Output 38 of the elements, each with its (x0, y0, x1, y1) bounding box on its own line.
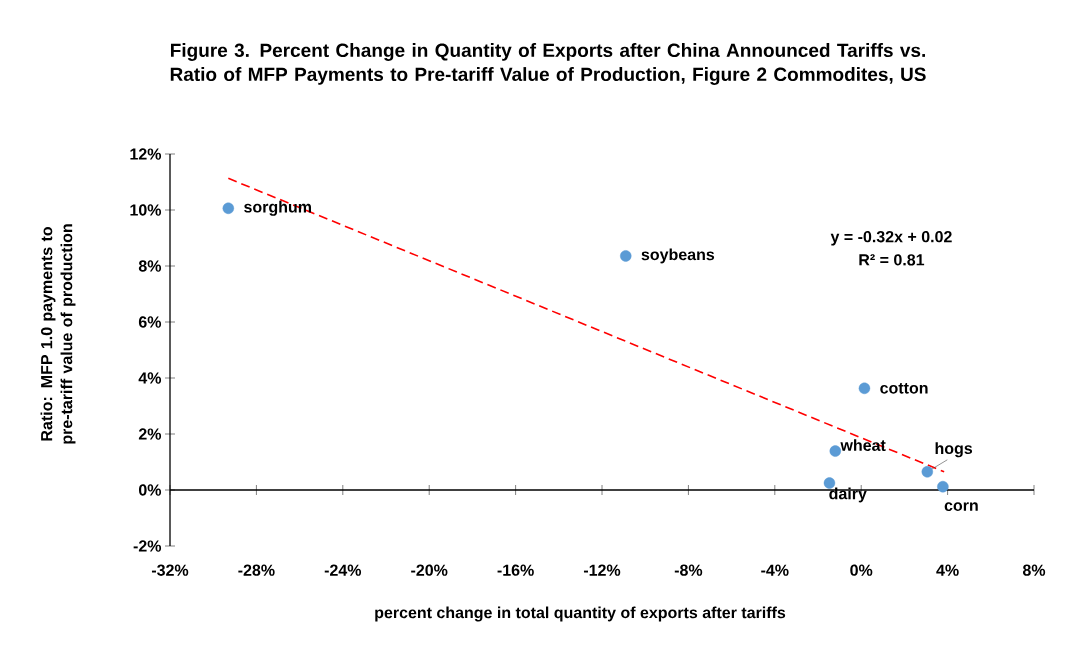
point (823, 477, 836, 489)
x-tick-label: -4% (761, 564, 789, 576)
y-tick-label: 6% (138, 316, 162, 328)
x-tick-label: -16% (497, 564, 534, 576)
annotation: soybeans (641, 248, 715, 264)
annotation: corn (944, 502, 978, 512)
y-axis-title: Ratio: MFP 1.0 payments to pre-tariff value of production (40, 224, 76, 444)
x-tick-label: -28% (238, 564, 275, 576)
x-tick-label: -8% (674, 564, 703, 576)
point (222, 202, 235, 215)
x-tick-label: -24% (324, 564, 362, 576)
y-tick-label: 2% (138, 428, 162, 440)
y-tick-label: -2% (133, 540, 162, 552)
annotation: R² = 0.81 (859, 254, 925, 266)
annotation: cotton (880, 383, 928, 394)
y-tick-label: 0% (138, 484, 162, 496)
annotation: dairy (829, 487, 867, 503)
chart-title: Figure 3. Percent Change in Quantity of Exports after China Announced Tariffs vs. Ratio of MFP Payments to Pre-tariff Value of Production, Figure 2 Commodites, US (170, 43, 926, 85)
annotation: sorghum (244, 200, 311, 216)
point (620, 250, 632, 262)
annotation: hogs (935, 442, 973, 458)
y-tick-label: 4% (138, 372, 162, 384)
point (829, 445, 841, 457)
annotation: wheat (840, 439, 886, 451)
y-tick-label: 12% (130, 148, 162, 160)
x-tick-label: 0% (850, 564, 873, 576)
x-tick-label: -20% (411, 564, 448, 576)
x-tick-label: 8% (1022, 564, 1046, 576)
x-axis-title: percent change in total quantity of exports after tariffs (375, 606, 786, 622)
x-tick-label: 4% (936, 564, 959, 576)
annotation: y = -0.32x + 0.02 (830, 231, 952, 246)
point (921, 466, 933, 478)
x-tick-label: -12% (583, 564, 621, 576)
point (937, 480, 949, 493)
y-tick-label: 10% (130, 204, 162, 216)
point (858, 382, 871, 395)
x-tick-label: -32% (151, 564, 189, 576)
y-tick-label: 8% (138, 260, 162, 272)
